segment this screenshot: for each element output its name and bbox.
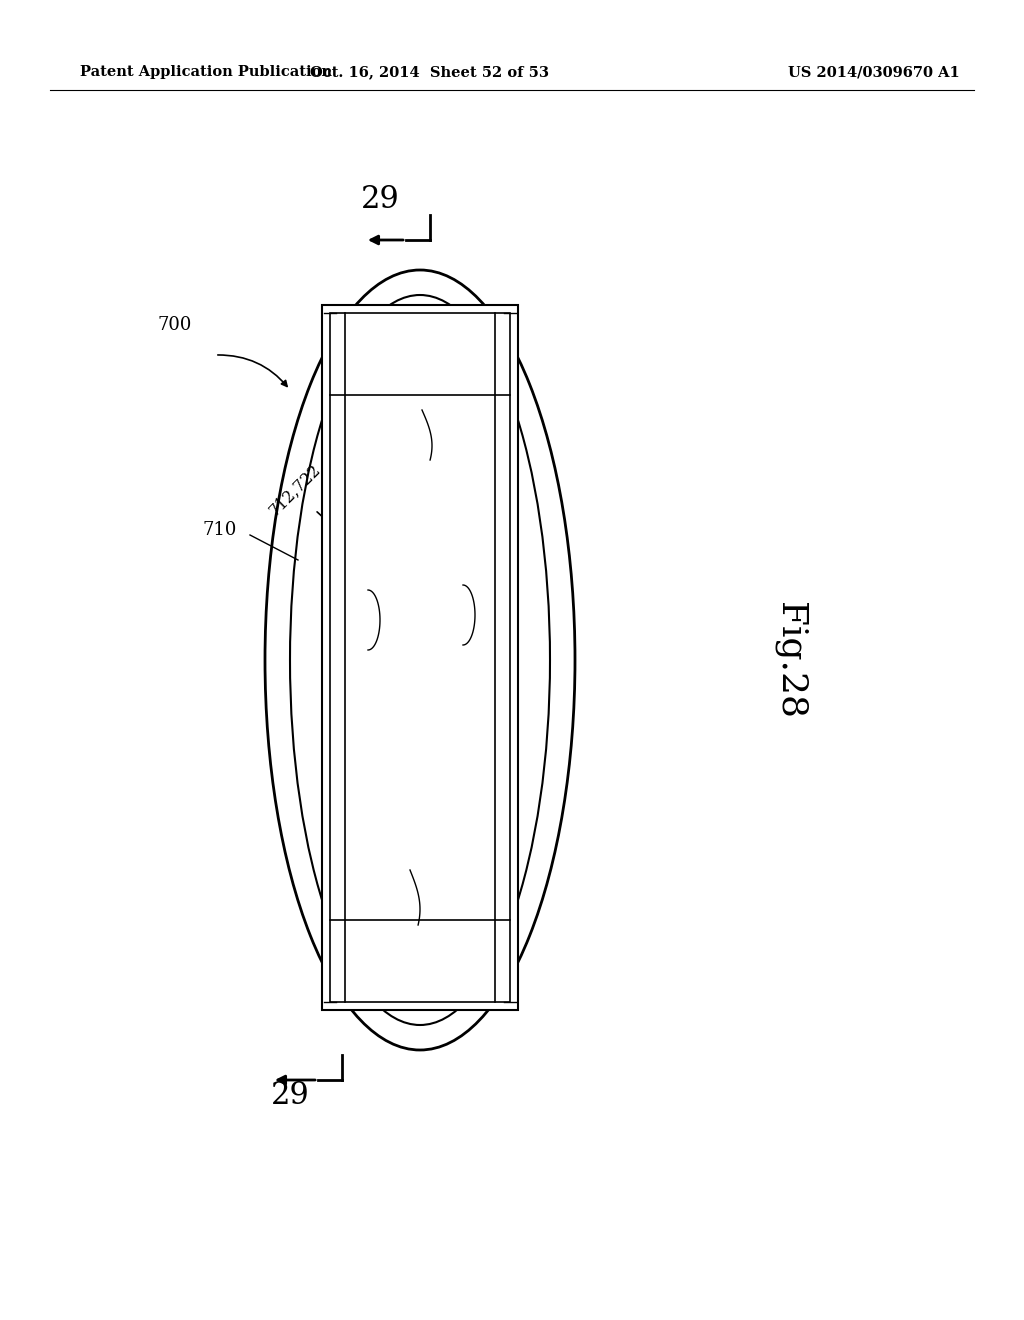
Text: Fig.28: Fig.28 bbox=[773, 602, 807, 718]
Text: 29: 29 bbox=[270, 1080, 309, 1110]
Text: Patent Application Publication: Patent Application Publication bbox=[80, 65, 332, 79]
Text: 730: 730 bbox=[351, 553, 369, 587]
Text: 750: 750 bbox=[404, 418, 422, 453]
Text: 710: 710 bbox=[203, 521, 238, 539]
Text: 750: 750 bbox=[391, 828, 409, 862]
Text: 712,722: 712,722 bbox=[266, 461, 325, 519]
Bar bbox=[330, 313, 510, 1002]
Text: 29: 29 bbox=[360, 185, 399, 215]
Text: US 2014/0309670 A1: US 2014/0309670 A1 bbox=[788, 65, 961, 79]
Bar bbox=[322, 305, 518, 1010]
Text: 730: 730 bbox=[446, 548, 464, 582]
Text: 700: 700 bbox=[158, 315, 193, 334]
Text: Oct. 16, 2014  Sheet 52 of 53: Oct. 16, 2014 Sheet 52 of 53 bbox=[310, 65, 550, 79]
